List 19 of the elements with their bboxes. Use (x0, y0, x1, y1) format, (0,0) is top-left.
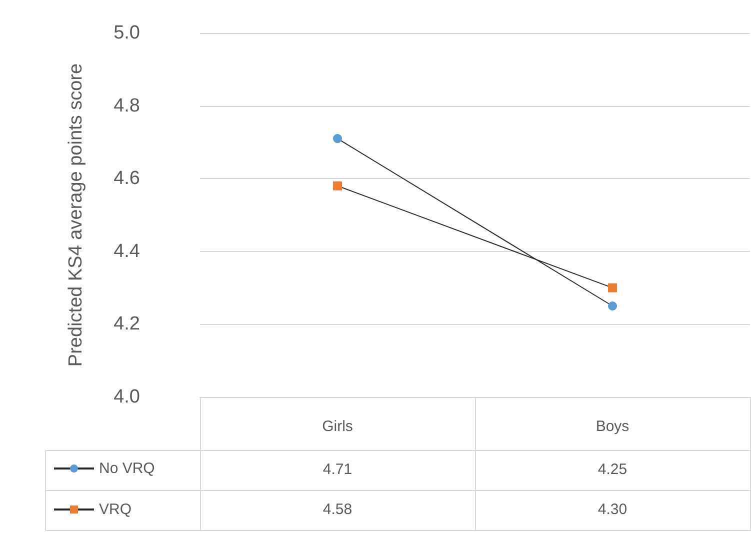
y-tick-label: 4.4 (114, 240, 140, 262)
data-label: 4.58 (322, 501, 354, 518)
point (608, 302, 617, 310)
legend-label: VRQ (99, 501, 132, 518)
y-tick-label: 5.0 (114, 22, 140, 44)
legend-label: No VRQ (99, 460, 155, 477)
x-tick-label: Boys (596, 418, 630, 435)
y-tick-label: 4.0 (114, 386, 140, 408)
data-label: 4.71 (322, 461, 354, 478)
y-tick-label: 4.8 (114, 95, 140, 116)
y-tick-label: 4.6 (114, 168, 140, 190)
point (333, 181, 342, 190)
point (333, 134, 342, 144)
point (608, 283, 617, 292)
y-axis-title: Predicted KS4 average points score (66, 63, 86, 367)
data-label: 4.30 (596, 501, 628, 518)
data-label: 4.25 (596, 461, 628, 478)
x-tick-label: Girls (322, 418, 353, 435)
y-tick-label: 4.2 (114, 314, 140, 335)
